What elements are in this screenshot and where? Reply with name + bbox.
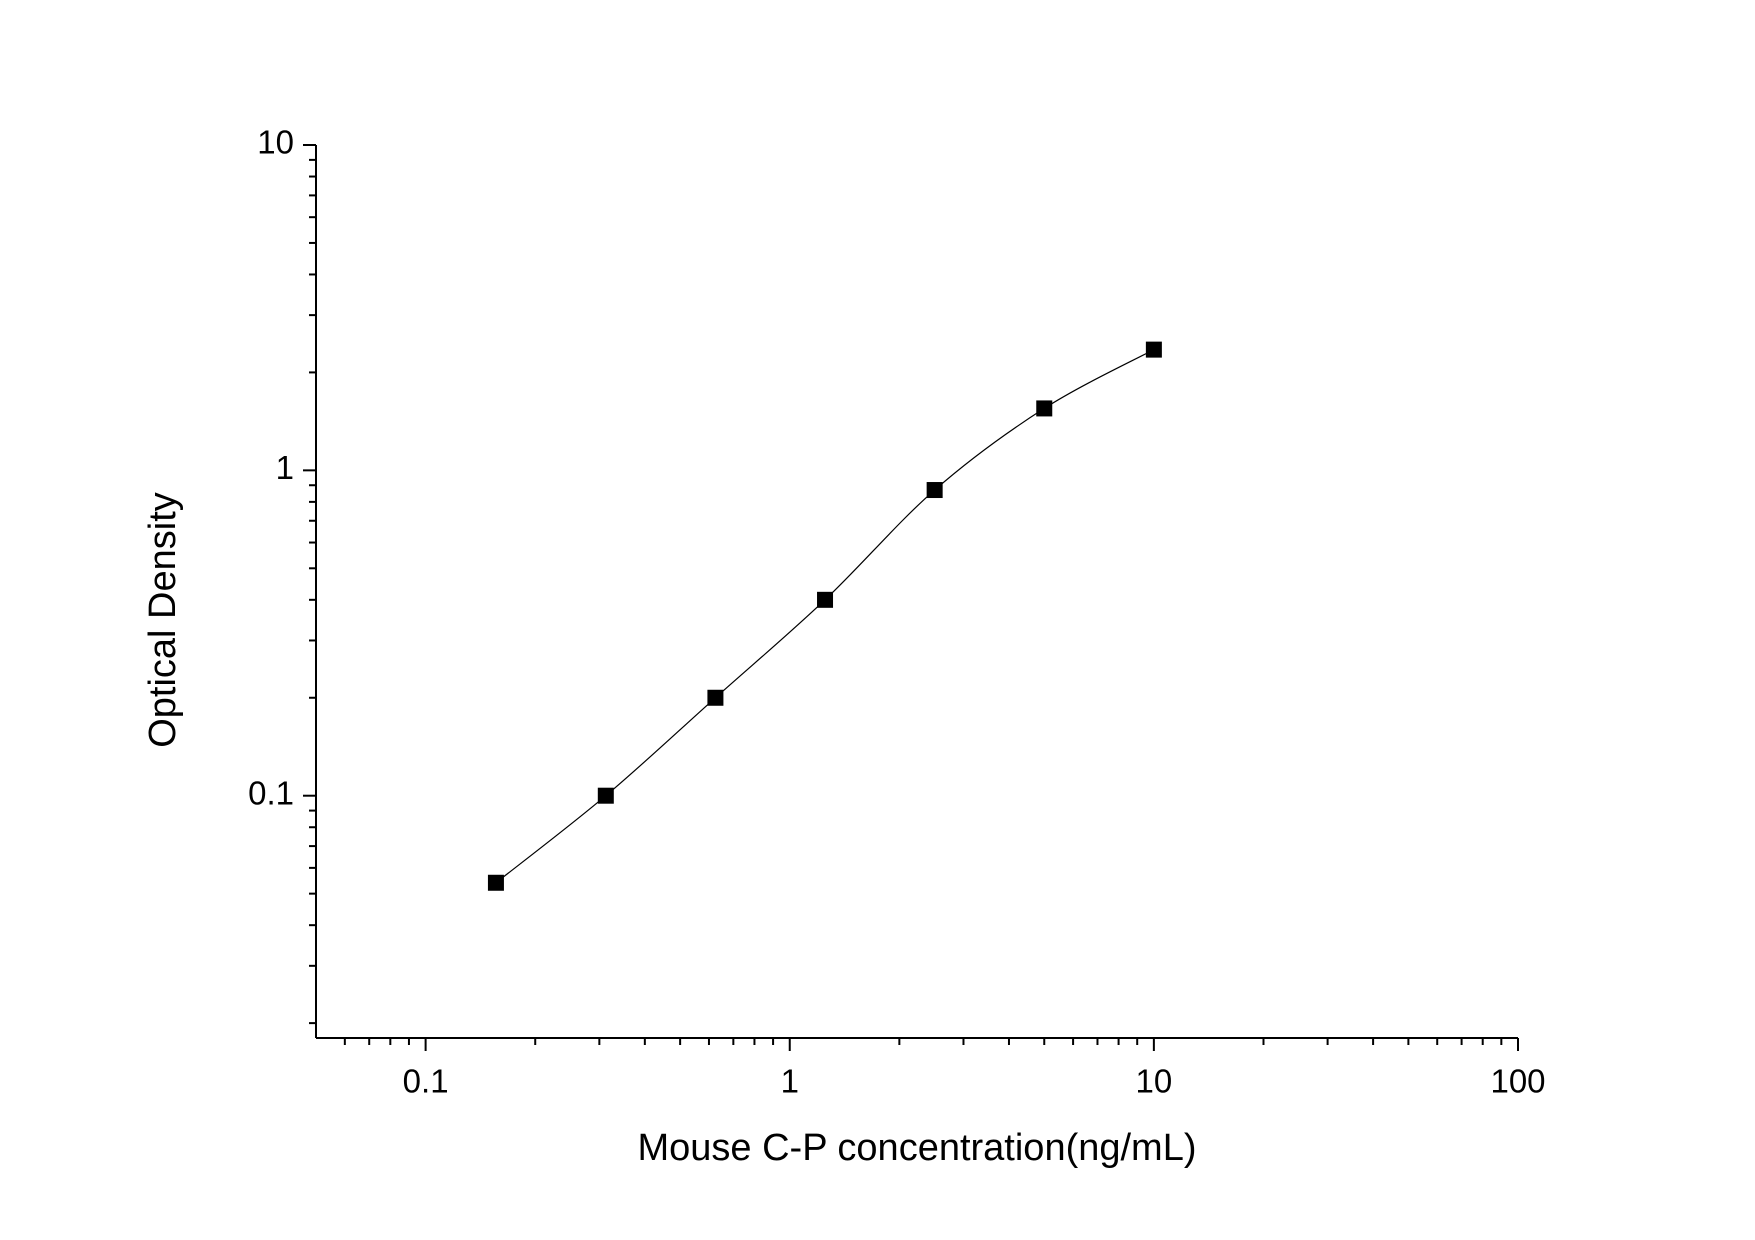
y-tick-label: 10 [257,124,294,161]
y-tick-label: 1 [276,449,294,486]
x-tick-label: 10 [1136,1063,1173,1100]
y-tick-label: 0.1 [248,774,294,811]
x-tick-label: 0.1 [403,1063,449,1100]
data-point [1145,341,1162,358]
x-tick-label: 1 [781,1063,799,1100]
data-point [707,689,724,706]
data-point [817,591,834,608]
x-axis-title: Mouse C-P concentration(ng/mL) [638,1127,1197,1169]
x-tick-label: 100 [1490,1063,1545,1100]
data-point [1036,400,1053,417]
data-point [926,482,943,499]
data-point [597,787,614,804]
y-axis-title: Optical Density [142,492,184,748]
data-point [487,874,504,891]
